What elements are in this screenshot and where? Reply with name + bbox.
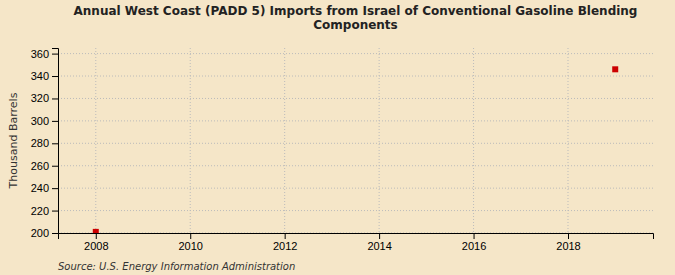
grid-line-y [58, 188, 653, 189]
y-axis: 200 220 240 260 280 300 320 340 360 [31, 48, 59, 239]
x-axis-tick-mark [379, 233, 380, 239]
y-axis-tick-mark [52, 54, 58, 55]
x-axis-tick-label: 2008 [84, 240, 108, 252]
x-axis-tick-label: 2018 [556, 240, 580, 252]
y-axis-tick: 260 [31, 160, 58, 172]
grid-line-y [58, 53, 653, 54]
y-axis-tick: 280 [31, 137, 58, 149]
y-axis-tick-mark [52, 76, 58, 77]
x-axis-tick-mark [568, 233, 569, 239]
title: Annual West Coast (PADD 5) Imports from … [74, 4, 638, 32]
x-axis-tick: 2014 [367, 233, 391, 252]
y-axis-tick-label: 240 [31, 182, 49, 194]
y-axis-tick: 360 [31, 48, 58, 60]
y-axis-tick: 200 [31, 227, 58, 239]
y-axis-tick-label: 300 [31, 115, 49, 127]
y-axis-line [52, 49, 59, 234]
x-axis-tick-mark [474, 233, 475, 239]
grid-line-x [284, 48, 285, 233]
grid-line-y [58, 210, 653, 211]
points [93, 66, 618, 233]
background [0, 0, 675, 275]
y-axis-tick-mark [52, 188, 58, 189]
point [93, 229, 99, 233]
y-axis-tick-mark [52, 98, 58, 99]
x-axis-tick: 2012 [273, 233, 297, 252]
x-axis-tick-label: 2012 [273, 240, 297, 252]
source: Source: U.S. Energy Information Administ… [58, 261, 295, 272]
y-axis-tick: 300 [31, 115, 58, 127]
y-axis-title: Thousand Barrels [7, 92, 20, 189]
y-axis-tick-mark [52, 166, 58, 167]
y-axis-tick-mark [52, 121, 58, 122]
y-axis-tick: 320 [31, 92, 58, 104]
y-axis-tick-label: 200 [31, 227, 49, 239]
grid-line-x [473, 48, 474, 233]
y-axis-tick-label: 340 [31, 70, 49, 82]
x-axis-tick: 2008 [84, 233, 108, 252]
grid-line-y [58, 76, 653, 77]
plot: 2008 2010 2012 2014 2016 2018 200 220 240 260 280 3… [31, 48, 654, 252]
x-axis-line [59, 234, 654, 240]
grid-line-y [58, 143, 653, 144]
y-axis-tick-label: 360 [31, 48, 49, 60]
y-axis-tick: 340 [31, 70, 58, 82]
y-axis-tick-label: 260 [31, 160, 49, 172]
y-axis-tick: 240 [31, 182, 58, 194]
y-axis-tick-mark [52, 233, 58, 234]
grid-line-y [58, 120, 653, 121]
grid [58, 48, 653, 233]
grid-line-y [58, 165, 653, 166]
x-axis-tick: 2016 [462, 233, 486, 252]
x-axis-tick-mark [285, 233, 286, 239]
x-axis-tick-label: 2016 [462, 240, 486, 252]
y-axis-tick-label: 280 [31, 137, 49, 149]
grid-line-y [58, 98, 653, 99]
y-axis-tick-mark [52, 211, 58, 212]
x-axis-tick: 2018 [556, 233, 580, 252]
x-axis: 2008 2010 2012 2014 2016 2018 [59, 233, 654, 252]
x-axis-tick-mark [96, 233, 97, 239]
x-axis-tick-label: 2010 [178, 240, 202, 252]
x-axis-tick-label: 2014 [367, 240, 391, 252]
y-axis-tick-label: 320 [31, 92, 49, 104]
y-axis-tick-label: 220 [31, 205, 49, 217]
x-axis-tick: 2010 [178, 233, 202, 252]
y-axis-tick-mark [52, 143, 58, 144]
grid-line-x [95, 48, 96, 233]
x-axis-tick-mark [190, 233, 191, 239]
point [612, 66, 618, 72]
y-axis-tick: 220 [31, 205, 58, 217]
chart: 2008 2010 2012 2014 2016 2018 200 220 240 260 280 3… [0, 0, 675, 275]
